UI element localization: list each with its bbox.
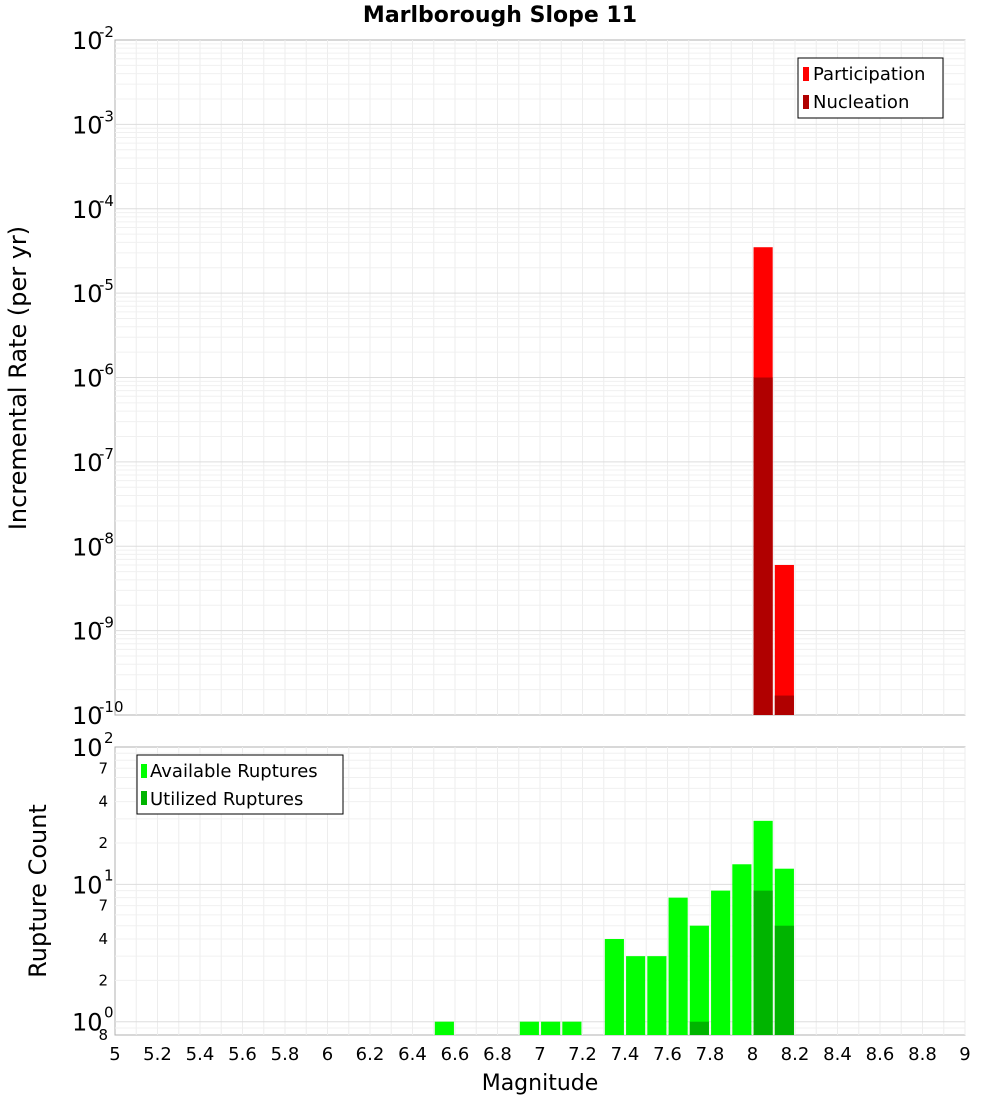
- utilized-ruptures-bar: [753, 890, 773, 1035]
- count-y-axis-label: Rupture Count: [24, 804, 52, 978]
- x-tick-label: 8: [747, 1044, 758, 1065]
- x-tick-label: 8.2: [781, 1044, 810, 1065]
- x-tick-label: 7.6: [653, 1044, 682, 1065]
- rate-y-tick-base: 10: [72, 618, 103, 646]
- count-bars: [434, 820, 794, 1035]
- x-tick-label: 8.4: [823, 1044, 852, 1065]
- rate-y-tick-exponent: -10: [99, 698, 124, 716]
- rate-y-tick-base: 10: [72, 702, 103, 730]
- available-ruptures-bar: [604, 939, 624, 1035]
- count-legend-box: [136, 754, 344, 815]
- x-tick-label: 6.8: [483, 1044, 512, 1065]
- x-tick-label: 5.6: [228, 1044, 257, 1065]
- utilized-ruptures-bar: [689, 1021, 709, 1035]
- available-ruptures-bar: [668, 897, 688, 1035]
- count-y-minor-tick: 7: [98, 759, 108, 777]
- rate-y-tick-base: 10: [72, 449, 103, 477]
- available-ruptures-bar: [541, 1021, 561, 1035]
- participation-legend-swatch: [803, 67, 809, 81]
- rate-y-tick-base: 10: [72, 27, 103, 55]
- rate-y-tick-exponent: -7: [99, 445, 114, 463]
- participation-bar: [774, 564, 794, 715]
- rate-gridlines: [115, 40, 966, 715]
- rate-legend-box: [797, 57, 944, 119]
- count-y-minor-tick: 4: [98, 930, 108, 948]
- count-x-tick-labels: 5 5.2 5.4 5.6 5.8 6 6.2 6.4 6.6 6.8 7 7.2 7.4 7.6 7.8 8…: [109, 1044, 970, 1065]
- count-y-tick-base: 10: [72, 1009, 103, 1037]
- nucleation-legend-label: Nucleation: [813, 92, 909, 113]
- available-ruptures-bar: [732, 864, 752, 1035]
- x-tick-label: 9: [959, 1044, 970, 1065]
- utilized-ruptures-bar: [774, 925, 794, 1035]
- count-y-minor-tick: 8: [98, 1026, 108, 1044]
- available-legend-swatch: [141, 764, 147, 778]
- rate-y-tick-exponent: -4: [99, 192, 114, 210]
- available-ruptures-bar: [689, 925, 709, 1035]
- rate-y-tick-exponent: -8: [99, 529, 114, 547]
- available-ruptures-bar: [647, 956, 667, 1035]
- rate-y-tick-exponent: -5: [99, 276, 114, 294]
- nucleation-bar: [774, 695, 794, 715]
- count-y-minor-tick: 2: [98, 971, 108, 989]
- count-y-minor-tick: 7: [98, 897, 108, 915]
- utilized-legend-label: Utilized Ruptures: [150, 789, 303, 810]
- available-ruptures-bar: [434, 1021, 454, 1035]
- count-y-tick-exponent: 2: [104, 729, 114, 747]
- rate-y-tick-base: 10: [72, 365, 103, 393]
- rate-y-tick-exponent: -3: [99, 107, 114, 125]
- count-y-minor-tick: 4: [98, 793, 108, 811]
- available-ruptures-bar: [711, 890, 731, 1035]
- count-y-tick-base: 10: [72, 734, 103, 762]
- x-tick-label: 6: [322, 1044, 333, 1065]
- x-tick-label: 8.6: [866, 1044, 895, 1065]
- chart-title: Marlborough Slope 11: [363, 3, 637, 28]
- available-ruptures-bar: [626, 956, 646, 1035]
- rate-bars: [753, 247, 794, 716]
- available-legend-label: Available Ruptures: [150, 761, 318, 782]
- nucleation-bar: [753, 377, 773, 715]
- x-tick-label: 7.4: [611, 1044, 640, 1065]
- x-tick-label: 7.8: [696, 1044, 725, 1065]
- rate-y-tick-base: 10: [72, 196, 103, 224]
- x-tick-label: 8.8: [908, 1044, 937, 1065]
- x-tick-label: 6.4: [398, 1044, 427, 1065]
- count-y-minor-tick: 2: [98, 834, 108, 852]
- count-y-tick-exponent: 1: [104, 866, 114, 884]
- rate-y-tick-base: 10: [72, 533, 103, 561]
- x-tick-label: 5.4: [186, 1044, 215, 1065]
- available-ruptures-bar: [562, 1021, 582, 1035]
- rate-y-tick-exponent: -9: [99, 614, 114, 632]
- available-ruptures-bar: [519, 1021, 539, 1035]
- count-y-tick-base: 10: [72, 871, 103, 899]
- count-legend: Available Ruptures Utilized Ruptures: [136, 754, 344, 815]
- count-y-tick-exponent: 0: [104, 1004, 114, 1022]
- x-tick-label: 6.2: [356, 1044, 385, 1065]
- rate-legend: Participation Nucleation: [797, 57, 944, 119]
- x-axis-label: Magnitude: [482, 1071, 599, 1096]
- utilized-legend-swatch: [141, 791, 147, 805]
- nucleation-legend-swatch: [803, 95, 809, 109]
- rate-y-axis-label: Incremental Rate (per yr): [4, 226, 32, 530]
- rate-y-tick-exponent: -6: [99, 361, 114, 379]
- rate-y-tick-exponent: -2: [99, 23, 114, 41]
- x-tick-label: 7: [534, 1044, 545, 1065]
- x-tick-label: 5.8: [271, 1044, 300, 1065]
- x-tick-label: 5: [109, 1044, 120, 1065]
- participation-legend-label: Participation: [813, 64, 925, 85]
- rate-y-tick-base: 10: [72, 111, 103, 139]
- rate-y-tick-base: 10: [72, 280, 103, 308]
- x-tick-label: 5.2: [143, 1044, 172, 1065]
- x-tick-label: 7.2: [568, 1044, 597, 1065]
- x-tick-label: 6.6: [441, 1044, 470, 1065]
